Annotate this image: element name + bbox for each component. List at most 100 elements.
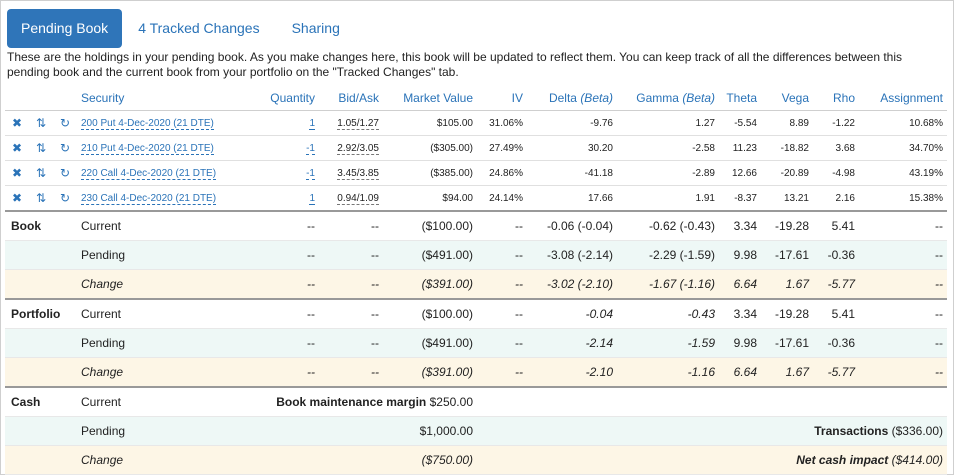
tab-sharing[interactable]: Sharing	[291, 20, 340, 36]
iv-value: 24.86%	[477, 160, 527, 186]
vega-value: -17.61	[761, 240, 813, 270]
security-link[interactable]: 220 Call 4-Dec-2020 (21 DTE)	[81, 167, 217, 180]
quantity-value[interactable]: -1	[306, 167, 315, 180]
refresh-icon[interactable]: ↻	[59, 116, 71, 130]
quantity-value: --	[257, 269, 319, 300]
close-icon[interactable]: ✖	[11, 141, 23, 155]
vega-value: -17.61	[761, 328, 813, 358]
table-row: ✖ ⇅ ↻ 230 Call 4-Dec-2020 (21 DTE) 1 0.9…	[5, 185, 947, 212]
cash-change-value: ($750.00)	[257, 445, 477, 475]
theta-value: -8.37	[719, 185, 761, 212]
swap-icon[interactable]: ⇅	[35, 191, 47, 205]
vega-value: -19.28	[761, 298, 813, 329]
col-assignment[interactable]: Assignment	[859, 86, 947, 111]
bidask-value: --	[319, 328, 383, 358]
gamma-value: -1.67 (-1.16)	[617, 269, 719, 300]
transactions-value: ($336.00)	[891, 424, 943, 438]
close-icon[interactable]: ✖	[11, 166, 23, 180]
quantity-value[interactable]: 1	[309, 117, 315, 130]
quantity-value[interactable]: 1	[309, 192, 315, 205]
bidask-value: --	[319, 298, 383, 329]
bidask-value: --	[319, 240, 383, 270]
bidask-value: --	[319, 357, 383, 388]
refresh-icon[interactable]: ↻	[59, 141, 71, 155]
delta-value: -3.08 (-2.14)	[527, 240, 617, 270]
iv-value: --	[477, 328, 527, 358]
margin-label: Book maintenance margin	[276, 395, 427, 409]
cash-current-row: Cash Current Book maintenance margin $25…	[5, 386, 947, 417]
swap-icon[interactable]: ⇅	[35, 166, 47, 180]
theta-value: 3.34	[719, 298, 761, 329]
delta-value: 17.66	[527, 185, 617, 212]
iv-value: 27.49%	[477, 135, 527, 161]
vega-value: -19.28	[761, 210, 813, 241]
security-link[interactable]: 230 Call 4-Dec-2020 (21 DTE)	[81, 192, 217, 205]
swap-icon[interactable]: ⇅	[35, 116, 47, 130]
col-delta[interactable]: Delta (Beta)	[527, 86, 617, 111]
vega-value: -20.89	[761, 160, 813, 186]
tab-pending-book[interactable]: Pending Book	[7, 9, 123, 48]
theta-value: 6.64	[719, 357, 761, 388]
vega-value: -18.82	[761, 135, 813, 161]
refresh-icon[interactable]: ↻	[59, 191, 71, 205]
table-row: ✖ ⇅ ↻ 220 Call 4-Dec-2020 (21 DTE) -1 3.…	[5, 160, 947, 186]
market-value: ($385.00)	[383, 160, 477, 186]
col-market-value[interactable]: Market Value	[383, 86, 477, 111]
market-value: ($305.00)	[383, 135, 477, 161]
theta-value: 12.66	[719, 160, 761, 186]
vega-value: 1.67	[761, 269, 813, 300]
quantity-value: --	[257, 210, 319, 241]
security-link[interactable]: 200 Put 4-Dec-2020 (21 DTE)	[81, 117, 214, 130]
col-iv[interactable]: IV	[477, 86, 527, 111]
delta-value: -2.14	[527, 328, 617, 358]
col-bidask[interactable]: Bid/Ask	[319, 86, 383, 111]
row-label: Current	[77, 298, 257, 329]
close-icon[interactable]: ✖	[11, 191, 23, 205]
col-rho[interactable]: Rho	[813, 86, 859, 111]
assignment-value: --	[859, 240, 947, 270]
close-icon[interactable]: ✖	[11, 116, 23, 130]
market-value: ($100.00)	[383, 298, 477, 329]
rho-value: 5.41	[813, 210, 859, 241]
security-link[interactable]: 210 Put 4-Dec-2020 (21 DTE)	[81, 142, 214, 155]
market-value: ($100.00)	[383, 210, 477, 241]
bidask-value: 3.45/3.85	[337, 167, 379, 180]
row-label: Pending	[77, 240, 257, 270]
book-pending-row: Pending -- -- ($491.00) -- -3.08 (-2.14)…	[5, 240, 947, 270]
theta-value: 6.64	[719, 269, 761, 300]
refresh-icon[interactable]: ↻	[59, 166, 71, 180]
rho-value: 2.16	[813, 185, 859, 212]
col-security[interactable]: Security	[77, 86, 257, 111]
col-quantity[interactable]: Quantity	[257, 86, 319, 111]
gamma-value: -2.58	[617, 135, 719, 161]
gamma-value: -0.62 (-0.43)	[617, 210, 719, 241]
theta-value: -5.54	[719, 110, 761, 136]
col-theta[interactable]: Theta	[719, 86, 761, 111]
row-label: Current	[77, 210, 257, 241]
book-change-row: Change -- -- ($391.00) -- -3.02 (-2.10) …	[5, 269, 947, 300]
vega-value: 1.67	[761, 357, 813, 388]
iv-value: 24.14%	[477, 185, 527, 212]
assignment-value: --	[859, 357, 947, 388]
swap-icon[interactable]: ⇅	[35, 141, 47, 155]
col-gamma[interactable]: Gamma (Beta)	[617, 86, 719, 111]
assignment-value: --	[859, 328, 947, 358]
quantity-value[interactable]: -1	[306, 142, 315, 155]
vega-value: 8.89	[761, 110, 813, 136]
delta-value: -2.10	[527, 357, 617, 388]
col-vega[interactable]: Vega	[761, 86, 813, 111]
quantity-value: --	[257, 240, 319, 270]
bidask-value: 1.05/1.27	[337, 117, 379, 130]
bidask-value: --	[319, 210, 383, 241]
cash-change-row: Change ($750.00) Net cash impact ($414.0…	[5, 445, 947, 475]
gamma-value: 1.91	[617, 185, 719, 212]
header-row: Security Quantity Bid/Ask Market Value I…	[5, 86, 947, 111]
quantity-value: --	[257, 357, 319, 388]
market-value: $94.00	[383, 185, 477, 212]
market-value: ($491.00)	[383, 328, 477, 358]
tab-tracked-changes[interactable]: 4 Tracked Changes	[138, 20, 260, 36]
iv-value: --	[477, 240, 527, 270]
tab-bar: Pending Book 4 Tracked Changes Sharing	[7, 9, 356, 49]
assignment-value: 43.19%	[859, 160, 947, 186]
